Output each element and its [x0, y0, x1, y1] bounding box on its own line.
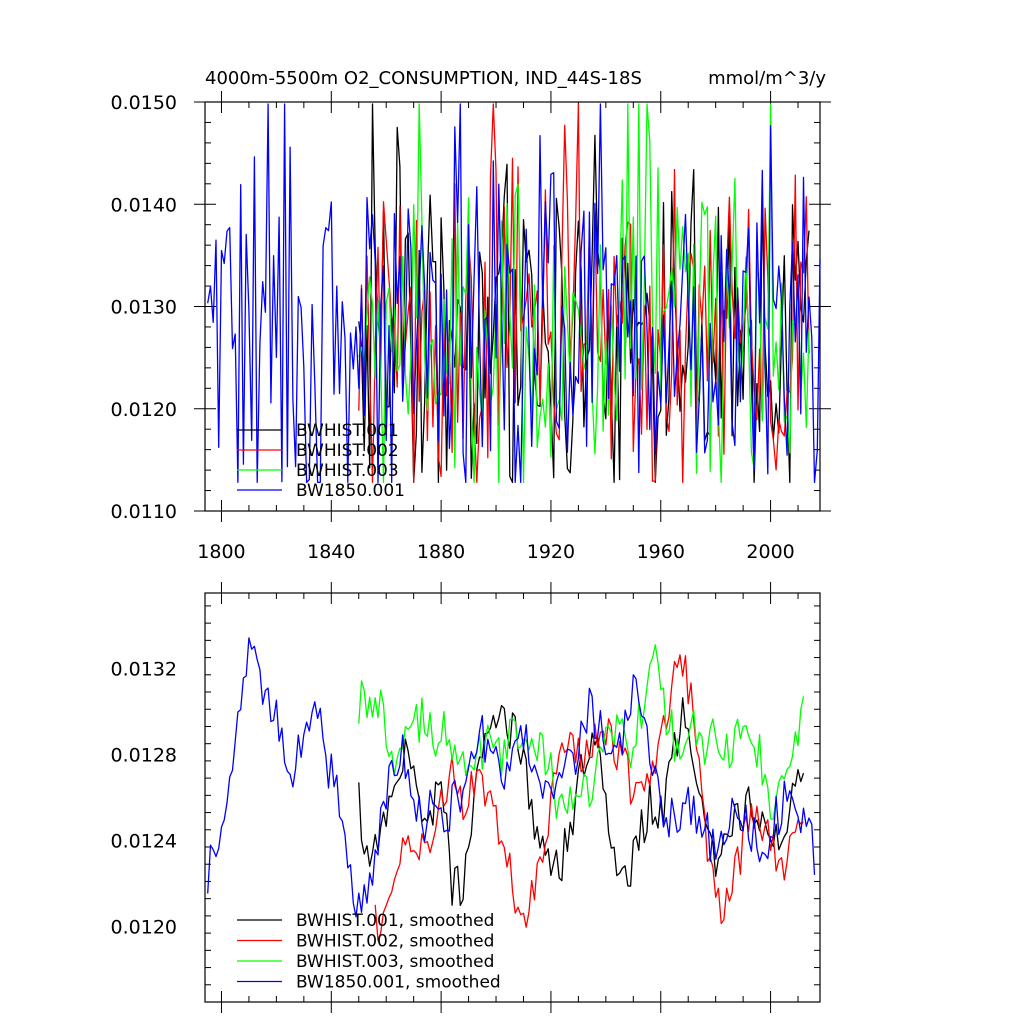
y-tick-label: 0.0128: [111, 744, 177, 766]
legend-label: BWHIST.002: [296, 441, 399, 461]
top-series-group: [207, 103, 821, 484]
legend-label: BWHIST.001: [296, 421, 399, 441]
legend-label: BWHIST.003, smoothed: [296, 952, 494, 972]
chart-title: 4000m-5500m O2_CONSUMPTION, IND_44S-18S: [205, 68, 642, 89]
bottom-plot-frame: [204, 592, 821, 1003]
y-tick-label: 0.0120: [111, 399, 177, 421]
legend-label: BWHIST.002, smoothed: [296, 932, 494, 952]
x-tick-label: 1800: [197, 541, 245, 563]
y-tick-label: 0.0110: [111, 501, 177, 523]
series-line-bwhist-001: [358, 103, 810, 484]
x-tick-label: 1920: [527, 541, 575, 563]
x-tick-label: 1840: [307, 541, 355, 563]
y-tick-label: 0.0124: [111, 831, 177, 853]
y-tick-label: 0.0120: [111, 917, 177, 939]
series-line-bw1850-001: [207, 103, 821, 484]
y-tick-label: 0.0140: [111, 194, 177, 216]
x-tick-label: 1880: [417, 541, 465, 563]
y-tick-label: 0.0150: [111, 92, 177, 114]
series-line-bwhist-003: [358, 644, 805, 821]
legend-label: BWHIST.001, smoothed: [296, 911, 494, 931]
top-plot: 4000m-5500m O2_CONSUMPTION, IND_44S-18S …: [111, 68, 831, 563]
bottom-axes: 0.0120 0.0124 0.0128 0.0132: [111, 582, 820, 1013]
units-label: mmol/m^3/y: [708, 68, 826, 89]
series-line-bwhist-002: [374, 654, 804, 942]
x-tick-label: 1960: [637, 541, 685, 563]
top-axes: 1800 1840 1880 1920 1960 2000 0.0110 0.0120 0.01…: [111, 91, 831, 563]
legend-label: BWHIST.003: [296, 461, 399, 481]
series-line-bw1850-001: [207, 637, 816, 918]
legend-label: BW1850.001, smoothed: [296, 973, 501, 993]
bottom-series-group: [207, 637, 816, 942]
series-line-bwhist-002: [358, 103, 810, 484]
legend-label: BW1850.001: [296, 481, 405, 501]
y-tick-label: 0.0132: [111, 658, 177, 680]
bottom-plot: 0.0120 0.0124 0.0128 0.0132 BWHIST.001, smo…: [111, 582, 821, 1013]
y-tick-label: 0.0130: [111, 297, 177, 319]
series-line-bwhist-003: [358, 103, 810, 484]
series-line-bwhist-001: [358, 697, 805, 907]
x-tick-label: 2000: [746, 541, 794, 563]
